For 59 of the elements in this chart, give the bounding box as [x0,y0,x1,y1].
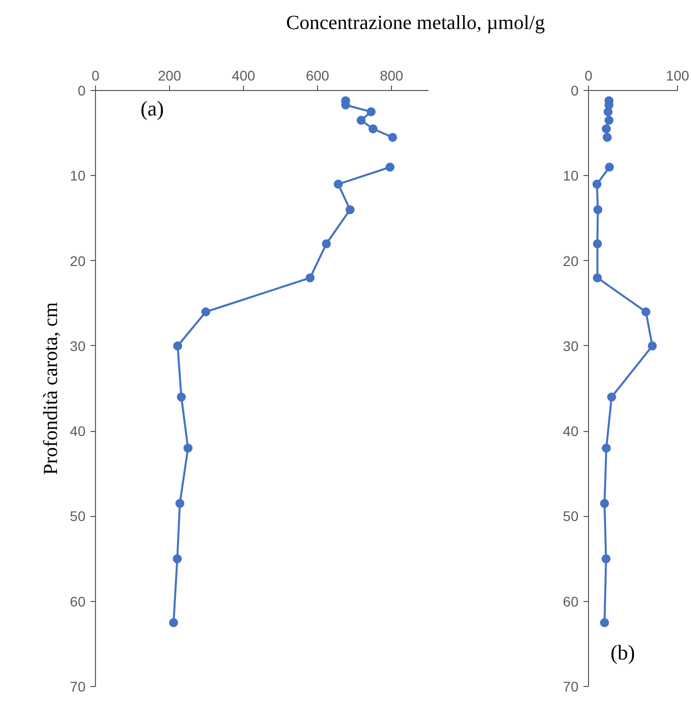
point [602,444,611,453]
point [386,162,395,172]
y-tick-label: 50 [70,508,86,524]
y-tick-label: 30 [70,338,86,354]
annotation: (a) [140,96,164,120]
point [607,392,616,402]
y-axis-title: Profondità carota, cm [40,302,62,475]
point [356,116,366,125]
point [593,205,602,214]
point [334,180,343,189]
point [169,618,178,628]
point [176,392,186,402]
y-tick-label: 60 [562,593,579,610]
x-tick-label: 100 [666,68,690,84]
point [175,498,184,508]
point [600,498,610,508]
point [602,124,611,134]
x-tick-label: 800 [380,68,404,84]
point [366,107,376,116]
point [604,162,614,172]
y-tick-label: 70 [562,678,579,694]
annotation: (b) [610,640,635,664]
point [600,618,610,628]
point [604,107,613,116]
point [306,273,315,282]
x-tick-label: 600 [306,68,330,84]
y-tick-label: 40 [562,423,579,440]
x-tick-label: 0 [584,68,593,84]
point [201,307,210,316]
y-tick-label: 0 [78,82,86,98]
point [322,239,331,248]
y-tick-label: 10 [562,168,579,184]
point [592,273,602,282]
x-axis-title: Concentrazione metallo, µmol/g [286,11,545,36]
point [604,116,614,125]
x-tick-label: 200 [158,68,182,84]
x-tick-label: 0 [92,68,100,84]
y-tick-label: 60 [70,593,86,610]
y-tick-label: 70 [70,678,86,694]
point [592,239,602,248]
y-tick-label: 20 [562,252,579,269]
point [173,341,182,350]
point [172,554,182,564]
point [184,444,192,453]
point [388,132,398,142]
point [602,132,612,142]
y-tick-label: 40 [70,423,86,440]
point [648,341,657,350]
y-tick-label: 20 [70,252,86,269]
point [641,307,650,316]
point [368,124,378,134]
point [346,205,355,214]
point [602,554,611,564]
y-tick-label: 10 [70,168,86,184]
x-tick-label: 400 [232,68,256,84]
point [592,180,602,189]
y-tick-label: 50 [562,508,579,524]
y-tick-label: 0 [570,82,579,98]
y-tick-label: 30 [562,338,579,354]
